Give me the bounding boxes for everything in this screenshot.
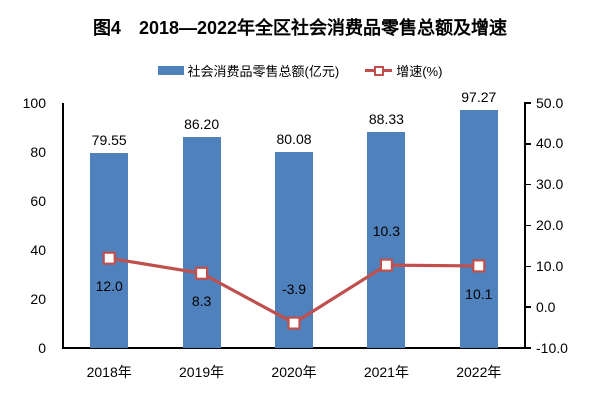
- left-axis-tick-label: 20: [30, 290, 46, 307]
- left-axis-tick-label: 0: [38, 339, 46, 356]
- chart-title: 图4 2018—2022年全区社会消费品零售总额及增速: [92, 18, 508, 38]
- right-axis-tick-label: 50.0: [536, 94, 564, 111]
- x-axis-category-label: 2018年: [86, 364, 132, 380]
- line-value-label: 10.3: [372, 223, 401, 240]
- bar-2018年: [90, 153, 129, 348]
- right-axis-tick-mark: [524, 143, 531, 145]
- legend-line-series-label: 增速(%): [396, 64, 443, 79]
- right-axis-tick-label: 30.0: [536, 176, 564, 193]
- bar-value-label: 80.08: [276, 130, 312, 147]
- line-series-marker-icon: [365, 65, 393, 76]
- left-axis-tick-label: 100: [22, 94, 46, 111]
- left-axis-tick-label: 80: [30, 143, 46, 160]
- x-axis-category-label: 2022年: [456, 364, 502, 380]
- open-square-marker-icon: [373, 65, 384, 76]
- bar-value-label: 88.33: [368, 110, 404, 127]
- legend-item-line-series: 增速(%): [365, 61, 442, 80]
- right-axis-tick-label: 0.0: [536, 298, 556, 315]
- x-axis-category-label: 2020年: [271, 364, 317, 380]
- bar-2019年: [182, 136, 221, 348]
- bar-2020年: [275, 151, 313, 348]
- right-axis-tick-mark: [524, 306, 531, 308]
- x-axis-category-label: 2019年: [179, 364, 225, 380]
- legend-bar-series-label: 社会消费品零售总额(亿元): [187, 64, 340, 79]
- right-axis-tick-label: 10.0: [536, 257, 564, 274]
- left-axis-line: [62, 103, 64, 348]
- bar-2022年: [459, 109, 498, 348]
- right-axis-tick-mark: [524, 265, 531, 268]
- right-axis-tick-label: -10.0: [536, 339, 568, 356]
- line-value-label: 10.1: [465, 285, 493, 302]
- line-value-label: 12.0: [95, 278, 123, 295]
- right-axis-tick-mark: [524, 224, 531, 227]
- bottom-axis-line: [62, 347, 526, 349]
- bar-value-label: 79.55: [91, 132, 127, 149]
- right-axis-tick-label: 40.0: [536, 135, 564, 152]
- right-axis-tick-mark: [524, 102, 531, 104]
- chart-legend: 社会消费品零售总额(亿元) 增速(%): [18, 61, 582, 80]
- right-axis-tick-mark: [524, 347, 531, 349]
- line-value-label: 8.3: [191, 293, 212, 310]
- bar-series-swatch-icon: [157, 66, 184, 75]
- x-axis-category-label: 2021年: [363, 364, 409, 380]
- right-axis-tick-mark: [524, 183, 531, 186]
- bar-value-label: 97.27: [461, 88, 497, 105]
- left-axis-tick-label: 40: [30, 241, 46, 258]
- left-axis-tick-label: 60: [30, 192, 46, 209]
- line-value-label: -3.9: [281, 281, 307, 298]
- bar-value-label: 86.20: [184, 115, 220, 132]
- right-axis-tick-label: 20.0: [536, 217, 564, 233]
- legend-item-bar-series: 社会消费品零售总额(亿元): [157, 61, 340, 80]
